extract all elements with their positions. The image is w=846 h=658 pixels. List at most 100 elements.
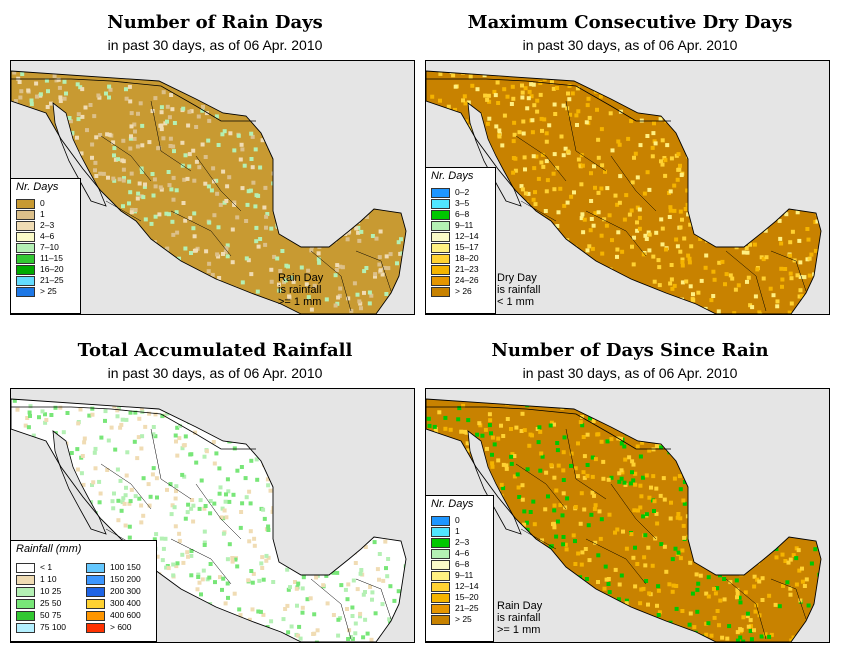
pixel-cell [164, 211, 169, 216]
pixel-cell [364, 108, 369, 113]
legend-swatch [86, 563, 105, 573]
pixel-cell [112, 491, 116, 496]
pixel-cell [62, 491, 67, 496]
pixel-cell [457, 393, 461, 397]
pixel-cell [159, 253, 164, 257]
pixel-cell [793, 521, 798, 526]
legend-label: 4–6 [455, 548, 470, 558]
pixel-cell [459, 161, 464, 166]
pixel-cell [805, 227, 810, 231]
pixel-cell [227, 499, 232, 504]
pixel-cell [252, 543, 257, 548]
pixel-cell [501, 434, 506, 438]
pixel-cell [540, 538, 544, 543]
pixel-cell [209, 62, 213, 66]
pixel-cell [107, 84, 112, 89]
pixel-cell [287, 506, 292, 511]
pixel-cell [108, 288, 113, 293]
pixel-cell [528, 542, 533, 547]
pixel-cell [539, 240, 544, 245]
pixel-cell [680, 257, 685, 262]
pixel-cell [98, 491, 103, 496]
pixel-cell [617, 582, 622, 587]
pixel-cell [248, 188, 253, 193]
pixel-cell [655, 603, 659, 608]
pixel-cell [561, 542, 566, 547]
pixel-cell [250, 580, 255, 585]
pixel-cell [192, 211, 197, 216]
pixel-cell [564, 290, 568, 295]
pixel-cell [119, 422, 124, 427]
pixel-cell [754, 467, 758, 472]
pixel-cell [226, 595, 230, 600]
pixel-cell [46, 89, 50, 94]
pixel-cell [258, 75, 263, 80]
pixel-cell [627, 212, 632, 217]
pixel-cell [355, 292, 360, 297]
pixel-cell [611, 601, 616, 606]
pixel-cell [758, 133, 763, 138]
pixel-cell [204, 111, 209, 116]
pixel-cell [247, 293, 252, 298]
pixel-cell [49, 101, 53, 106]
pixel-cell [692, 467, 697, 472]
pixel-cell [688, 134, 693, 139]
pixel-cell [784, 212, 789, 217]
pixel-cell [669, 263, 674, 267]
pixel-cell [750, 446, 755, 451]
pixel-cell [144, 247, 149, 252]
pixel-cell [522, 155, 527, 160]
pixel-cell [686, 253, 691, 258]
pixel-cell [661, 476, 666, 481]
pixel-cell [408, 296, 412, 300]
pixel-cell [579, 182, 584, 187]
pixel-cell [58, 489, 63, 494]
pixel-cell [617, 471, 622, 476]
pixel-cell [490, 452, 494, 457]
pixel-cell [633, 425, 638, 430]
pixel-cell [687, 622, 692, 627]
pixel-cell [532, 564, 537, 569]
pixel-cell [730, 439, 735, 444]
pixel-cell [266, 528, 271, 532]
pixel-cell [243, 299, 248, 304]
pixel-cell [237, 627, 242, 632]
pixel-cell [809, 158, 814, 163]
legend-label: 15–20 [455, 592, 479, 602]
legend-label: 6–8 [455, 559, 470, 569]
pixel-cell [147, 503, 152, 508]
pixel-cell [338, 172, 343, 177]
pixel-cell [289, 535, 293, 540]
pixel-cell [53, 494, 58, 499]
note-line: is rainfall [497, 612, 541, 624]
coastline [11, 398, 407, 642]
pixel-cell [726, 219, 731, 224]
pixel-cell [335, 560, 340, 564]
pixel-cell [356, 409, 360, 414]
pixel-cell [130, 229, 135, 234]
pixel-cell [247, 539, 252, 544]
pixel-cell [328, 231, 333, 236]
pixel-cell [519, 184, 524, 189]
pixel-cell [593, 540, 598, 545]
pixel-cell [286, 264, 290, 269]
pixel-cell [711, 269, 716, 274]
pixel-cell [647, 495, 652, 500]
pixel-cell [654, 230, 659, 235]
pixel-cell [475, 87, 480, 92]
pixel-cell [383, 447, 388, 452]
pixel-cell [285, 75, 290, 80]
pixel-cell [712, 202, 717, 207]
pixel-cell [624, 193, 629, 198]
pixel-cell [678, 556, 683, 561]
pixel-cell [461, 403, 466, 408]
pixel-cell [240, 186, 245, 191]
pixel-cell [208, 562, 213, 566]
pixel-cell [217, 403, 222, 408]
pixel-cell [773, 509, 778, 514]
pixel-cell [698, 237, 703, 241]
pixel-cell [742, 564, 746, 569]
pixel-cell [249, 131, 254, 136]
pixel-cell [399, 468, 404, 473]
pixel-cell [774, 74, 779, 79]
